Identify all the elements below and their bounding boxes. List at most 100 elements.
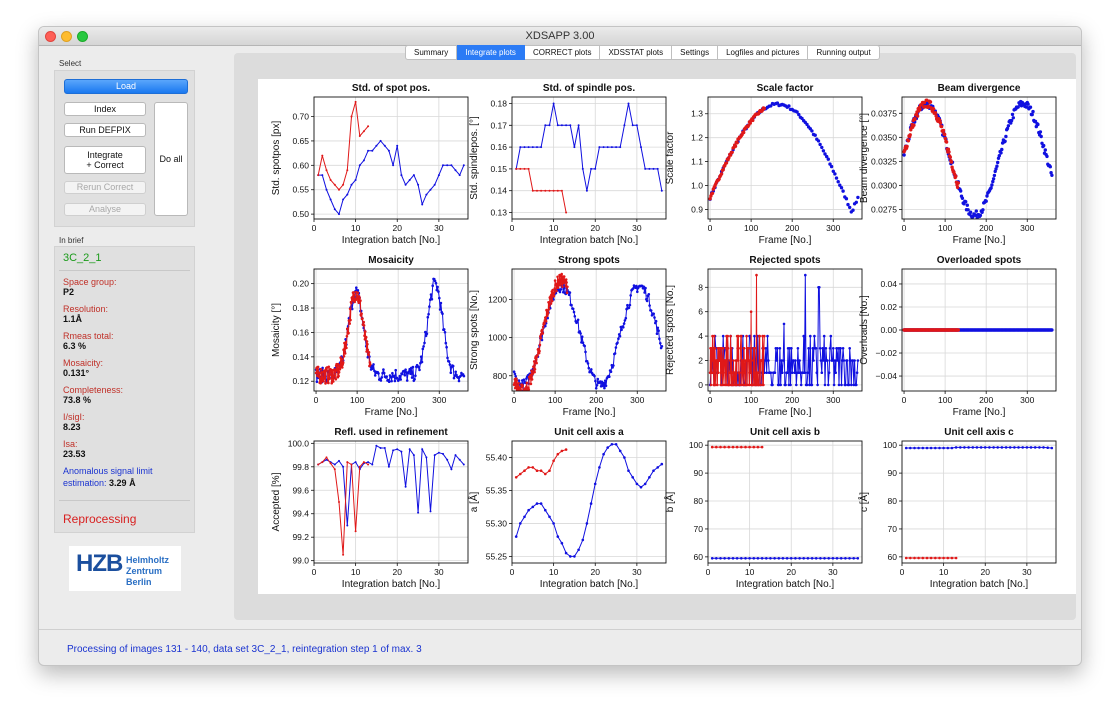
data-point — [748, 445, 751, 449]
data-point — [769, 557, 772, 560]
y-axis-label: Mosaicity [°] — [271, 303, 282, 357]
data-point — [433, 183, 436, 186]
y-axis-label: b [Å] — [663, 492, 676, 513]
series-blue — [317, 139, 465, 216]
data-point — [732, 359, 735, 362]
data-point — [798, 359, 801, 362]
data-point — [560, 280, 563, 283]
data-point — [616, 341, 619, 345]
rerun-correct-button[interactable]: Rerun Correct — [64, 181, 146, 194]
data-point — [1049, 171, 1053, 175]
x-tick-label: 10 — [745, 567, 755, 577]
data-point — [394, 368, 397, 372]
data-point — [981, 208, 985, 212]
minimize-window-button[interactable] — [61, 31, 72, 42]
chart-5: Mosaicity 0 100 200 300 0.12 0.14 0.16 0.18 0.20 F… — [271, 255, 469, 418]
status-separator — [39, 629, 1081, 630]
data-point — [404, 368, 407, 371]
data-point — [530, 369, 533, 373]
data-point — [902, 153, 906, 157]
data-point — [818, 142, 822, 147]
data-point — [979, 446, 983, 449]
data-point — [410, 376, 414, 379]
data-point — [839, 347, 842, 350]
data-point — [445, 345, 448, 349]
data-point — [829, 334, 833, 338]
data-point — [652, 167, 655, 170]
data-point — [333, 468, 336, 471]
data-point — [424, 330, 427, 334]
data-point — [560, 189, 563, 192]
data-point — [426, 315, 430, 319]
data-point — [917, 556, 920, 560]
data-point — [579, 332, 582, 335]
load-button[interactable]: Load — [64, 79, 188, 94]
y-axis-label: Rejected spots [No.] — [665, 285, 676, 375]
data-point — [318, 371, 321, 375]
integrate-correct-button[interactable]: Integrate + Correct — [64, 146, 146, 174]
data-point — [382, 368, 385, 371]
tab-settings[interactable]: Settings — [672, 45, 719, 60]
data-point — [727, 155, 731, 160]
x-tick-label: 10 — [549, 223, 559, 233]
data-point — [823, 383, 827, 387]
data-point — [584, 350, 587, 354]
data-point — [941, 128, 946, 133]
data-point — [626, 303, 629, 307]
series-red — [708, 273, 766, 387]
data-point — [589, 370, 592, 373]
data-point — [333, 183, 336, 186]
y-tick-label: 100.0 — [288, 438, 310, 448]
data-point — [762, 383, 765, 387]
data-point — [546, 314, 549, 318]
data-point — [316, 368, 319, 371]
data-point — [777, 557, 781, 560]
index-button[interactable]: Index — [64, 102, 146, 116]
data-point — [408, 179, 411, 181]
y-tick-label: 90 — [888, 468, 898, 478]
tab-correct-plots[interactable]: CORRECT plots — [524, 45, 601, 60]
completeness-value: 73.8 % — [63, 395, 92, 405]
data-point — [401, 372, 404, 376]
data-point — [956, 181, 960, 185]
window-title: XDSAPP 3.00 — [525, 30, 595, 42]
tab-xdsstat-plots[interactable]: XDSSTAT plots — [600, 45, 673, 60]
y-tick-label: 0.14 — [292, 352, 309, 362]
tab-integrate-plots[interactable]: Integrate plots — [457, 45, 525, 60]
data-point — [598, 146, 601, 149]
do-all-button[interactable]: Do all — [154, 102, 188, 216]
zoom-window-button[interactable] — [77, 31, 88, 42]
tab-logfiles[interactable]: Logfiles and pictures — [718, 45, 809, 60]
data-point — [539, 336, 542, 340]
data-point — [856, 557, 860, 560]
data-point — [321, 154, 324, 157]
data-point — [556, 452, 560, 456]
data-point — [643, 482, 647, 486]
y-tick-label: 55.25 — [486, 551, 508, 561]
run-defpix-button[interactable]: Run DEFPIX — [64, 123, 146, 137]
data-point — [446, 458, 449, 461]
data-point — [735, 383, 738, 387]
data-point — [565, 281, 568, 284]
data-point — [730, 347, 733, 350]
data-point — [763, 334, 766, 338]
data-point — [744, 445, 747, 449]
data-point — [393, 379, 397, 383]
tab-summary[interactable]: Summary — [405, 45, 458, 60]
reprocessing-link[interactable]: Reprocessing — [63, 512, 137, 526]
close-window-button[interactable] — [45, 31, 56, 42]
data-point — [606, 146, 609, 149]
data-point — [989, 186, 993, 190]
data-point — [338, 188, 340, 191]
analyse-button[interactable]: Analyse — [64, 203, 146, 216]
tab-running-output[interactable]: Running output — [808, 45, 880, 60]
data-point — [620, 328, 623, 332]
data-point — [617, 337, 620, 340]
data-point — [723, 557, 726, 560]
data-point — [577, 548, 580, 552]
data-point — [925, 446, 929, 450]
y-tick-label: 0.60 — [292, 160, 309, 170]
data-point — [519, 146, 522, 149]
data-point — [325, 188, 328, 191]
data-point — [753, 347, 756, 350]
